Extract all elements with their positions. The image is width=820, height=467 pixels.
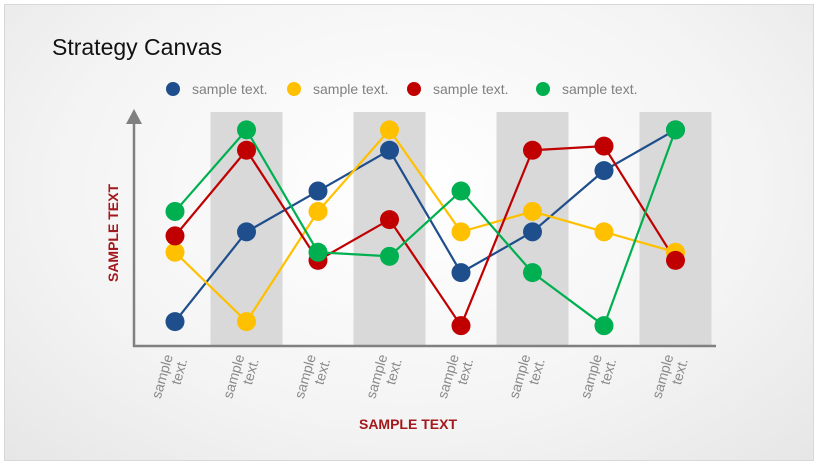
data-point (165, 201, 185, 221)
category-band (639, 112, 712, 346)
x-tick-label: sampletext. (577, 352, 619, 404)
data-point (165, 312, 185, 332)
data-point (594, 161, 614, 181)
data-point (237, 120, 256, 140)
axes (126, 109, 716, 348)
x-tick-label: sampletext. (363, 352, 405, 404)
data-point (380, 246, 399, 266)
data-point (165, 242, 185, 262)
data-point (523, 263, 542, 283)
x-tick-label: sampletext. (434, 352, 476, 404)
series-line (174, 145, 677, 327)
x-tick-label: sampletext. (291, 352, 333, 404)
legend: sample text. sample text. sample text. samp… (166, 81, 637, 97)
legend-marker (166, 82, 180, 96)
data-point (523, 201, 542, 221)
data-point (380, 140, 399, 160)
series-lines (174, 128, 677, 327)
x-tick-label: sampletext. (506, 352, 548, 404)
y-axis-arrow (126, 109, 142, 124)
data-point (451, 222, 471, 242)
category-bands (210, 112, 712, 346)
legend-label: sample text. (562, 81, 637, 97)
data-point (523, 140, 542, 160)
series-points (165, 120, 685, 336)
legend-marker (536, 82, 550, 96)
data-point (308, 181, 328, 201)
legend-label: sample text. (433, 81, 508, 97)
data-point (308, 242, 328, 262)
data-point (451, 181, 471, 201)
chart-title: Strategy Canvas (52, 34, 223, 60)
data-point (308, 201, 328, 221)
x-tick-label: sampletext. (220, 352, 262, 404)
data-point (594, 136, 614, 156)
x-tick-label: sampletext. (649, 352, 691, 404)
data-point (594, 222, 614, 242)
y-axis-title: SAMPLE TEXT (105, 184, 121, 282)
data-point (237, 140, 256, 160)
series-line (174, 128, 677, 323)
series-line (174, 128, 676, 323)
data-point (594, 316, 614, 336)
data-point (666, 250, 685, 270)
data-point (451, 316, 471, 336)
x-tick-labels: sampletext. sampletext. sampletext. samplet… (148, 352, 691, 404)
x-axis-title: SAMPLE TEXT (359, 416, 457, 432)
legend-label: sample text. (313, 81, 388, 97)
legend-marker (287, 82, 301, 96)
data-point (523, 222, 542, 242)
data-point (380, 210, 399, 230)
data-point (380, 120, 399, 140)
x-tick-label: sampletext. (148, 352, 190, 404)
data-point (451, 263, 471, 283)
data-point (666, 120, 685, 140)
legend-marker (407, 82, 421, 96)
series-line (174, 128, 677, 327)
data-point (237, 312, 256, 332)
data-point (165, 226, 185, 246)
data-point (237, 222, 256, 242)
legend-label: sample text. (192, 81, 267, 97)
